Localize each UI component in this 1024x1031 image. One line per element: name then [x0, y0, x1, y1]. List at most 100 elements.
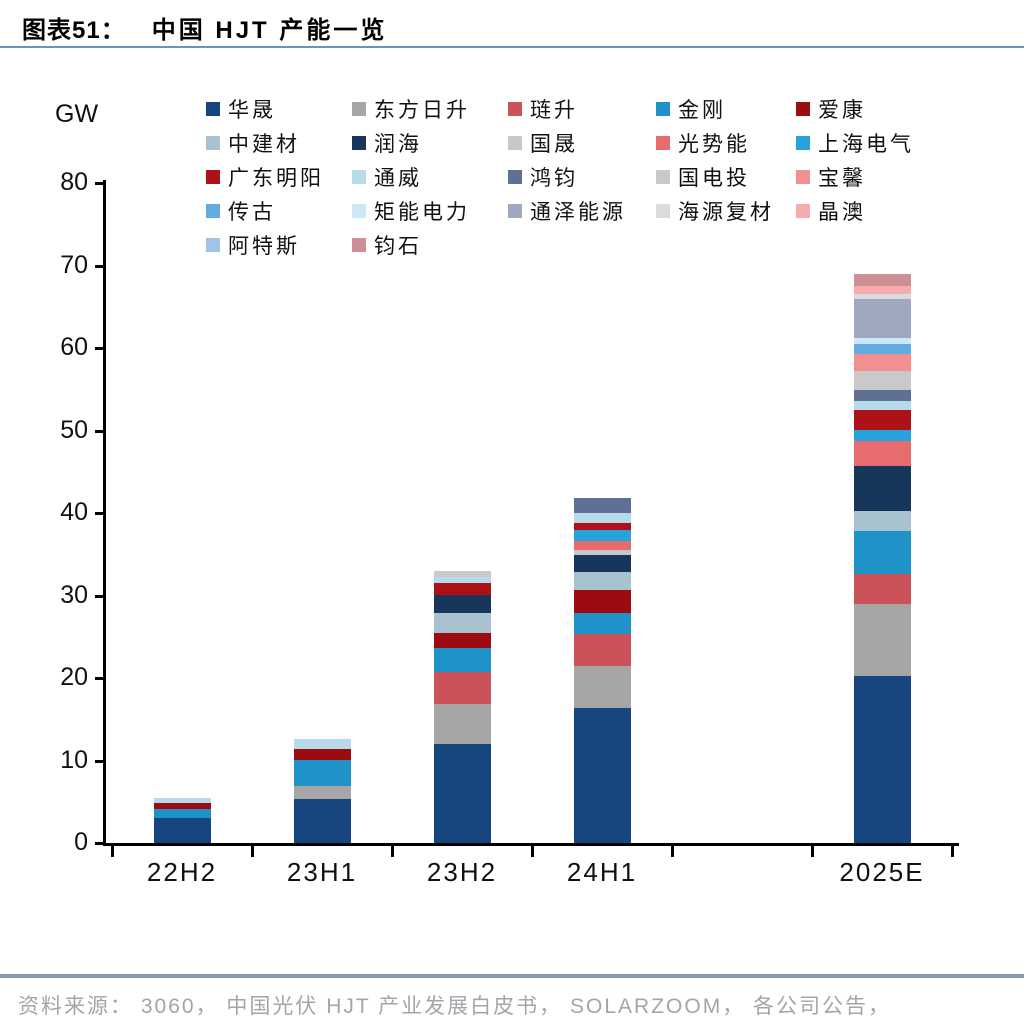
legend-label: 光势能 [678, 133, 750, 156]
y-tick-label: 60 [60, 333, 88, 361]
legend-item-广东明阳: 广东明阳 [206, 162, 352, 192]
legend-swatch-icon [352, 170, 366, 184]
x-tick-label: 23H1 [286, 857, 358, 887]
bar-segment-爱康 [153, 802, 211, 810]
figure-title: 图表51： 中国 HJT 产能一览 [22, 10, 387, 45]
y-tick-label: 40 [60, 498, 88, 526]
legend-item-鸿钧: 鸿钧 [508, 162, 656, 192]
y-tick-label: 50 [60, 415, 88, 444]
legend-label: 上海电气 [818, 133, 914, 156]
bar-segment-琏升 [853, 573, 911, 604]
y-tick-label: 80 [60, 168, 88, 196]
legend-item-中建材: 中建材 [206, 128, 352, 158]
y-tick [95, 677, 104, 680]
y-tick [95, 842, 104, 845]
x-tick [111, 845, 114, 857]
bar-segment-上海电气 [853, 429, 911, 442]
bar-segment-东方日升 [293, 786, 351, 800]
legend-label: 阿特斯 [228, 235, 300, 258]
bar-23H1 [293, 739, 351, 843]
bar-segment-中建材 [853, 511, 911, 532]
bar-segment-国电投 [853, 371, 911, 391]
bar-segment-金刚 [293, 759, 351, 787]
y-tick [95, 512, 104, 515]
legend-item-传古: 传古 [206, 196, 352, 226]
x-tick [811, 845, 814, 857]
bar-24H1 [573, 498, 631, 843]
bar-segment-广东明阳 [853, 409, 911, 430]
bar-segment-金刚 [573, 612, 631, 635]
bar-segment-金刚 [153, 809, 211, 819]
bar-segment-通威 [293, 739, 351, 749]
bar-segment-广东明阳 [433, 583, 491, 596]
x-tick-label: 22H2 [146, 857, 218, 887]
legend-swatch-icon [796, 170, 810, 184]
bar-segment-鸿钧 [853, 390, 911, 401]
bar-segment-国电投 [433, 570, 491, 578]
legend-item-爱康: 爱康 [796, 94, 956, 124]
x-axis-line [103, 843, 959, 846]
legend-item-通威: 通威 [352, 162, 508, 192]
legend-item-矩能电力: 矩能电力 [352, 196, 508, 226]
legend-swatch-icon [796, 102, 810, 116]
bar-segment-通威 [153, 797, 211, 803]
x-tick [951, 845, 954, 857]
legend-swatch-icon [206, 102, 220, 116]
y-tick [95, 347, 104, 350]
legend-item-华晟: 华晟 [206, 94, 352, 124]
chart-legend: 华晟 东方日升 琏升 金刚 爱康 中建材 润海 国晟 光势能 上海电气 广东明阳 通威 鸿钧 国电投 宝馨传… [206, 92, 956, 262]
bar-segment-金刚 [433, 648, 491, 673]
legend-swatch-icon [352, 102, 366, 116]
legend-label: 国电投 [678, 167, 750, 190]
figure-label: 图表51： [22, 17, 126, 44]
legend-label: 爱康 [818, 99, 866, 122]
bar-segment-华晟 [153, 818, 211, 843]
x-tick-label: 23H2 [426, 857, 498, 887]
bar-segment-鸿钧 [573, 498, 631, 513]
legend-swatch-icon [796, 136, 810, 150]
y-tick-label: 10 [60, 745, 88, 774]
y-tick [95, 264, 104, 268]
bar-segment-华晟 [293, 799, 351, 843]
y-tick-label: 30 [60, 580, 88, 609]
figure-title-text: 中国 HJT 产能一览 [151, 17, 388, 44]
legend-label: 宝馨 [818, 167, 866, 190]
bar-segment-东方日升 [433, 704, 491, 744]
bar-segment-琏升 [573, 634, 631, 666]
bar-segment-宝馨 [853, 353, 911, 372]
bar-segment-通威 [853, 400, 911, 410]
bar-segment-钧石 [853, 273, 911, 287]
bar-segment-琏升 [433, 672, 491, 705]
bar-segment-润海 [433, 595, 491, 613]
legend-label: 金刚 [678, 99, 726, 122]
stacked-bar-chart: 0 10 20 30 40 50 60 70 80 22H2 23H1 23H2 24H1 2025E [60, 168, 959, 887]
legend-item-国电投: 国电投 [656, 162, 796, 192]
legend-item-金刚: 金刚 [656, 94, 796, 124]
legend-item-通泽能源: 通泽能源 [508, 196, 656, 226]
y-axis-line [103, 180, 106, 846]
legend-label: 海源复材 [678, 201, 774, 224]
y-tick [95, 759, 104, 763]
bar-segment-通威 [433, 577, 491, 584]
legend-label: 晶澳 [818, 201, 866, 224]
title-underline [0, 46, 1024, 48]
bar-segment-爱康 [433, 632, 491, 649]
legend-swatch-icon [206, 238, 220, 252]
bar-segment-华晟 [573, 707, 631, 843]
legend-swatch-icon [508, 170, 522, 184]
legend-swatch-icon [508, 102, 522, 116]
source-note: 资料来源： 3060， 中国光伏 HJT 产业发展白皮书， SOLARZOOM，… [18, 995, 892, 1018]
bar-segment-晶澳 [853, 286, 911, 295]
legend-swatch-icon [796, 204, 810, 218]
bar-segment-金刚 [853, 531, 911, 574]
bar-segment-国晟 [573, 550, 631, 556]
bar-segment-矩能电力 [853, 338, 911, 344]
y-tick [95, 429, 104, 433]
legend-label: 国晟 [530, 133, 578, 156]
legend-item-琏升: 琏升 [508, 94, 656, 124]
x-tick [251, 845, 254, 857]
bar-segment-华晟 [433, 743, 491, 843]
y-tick-label: 70 [60, 250, 88, 279]
legend-label: 通泽能源 [530, 201, 626, 224]
legend-item-晶澳: 晶澳 [796, 196, 956, 226]
